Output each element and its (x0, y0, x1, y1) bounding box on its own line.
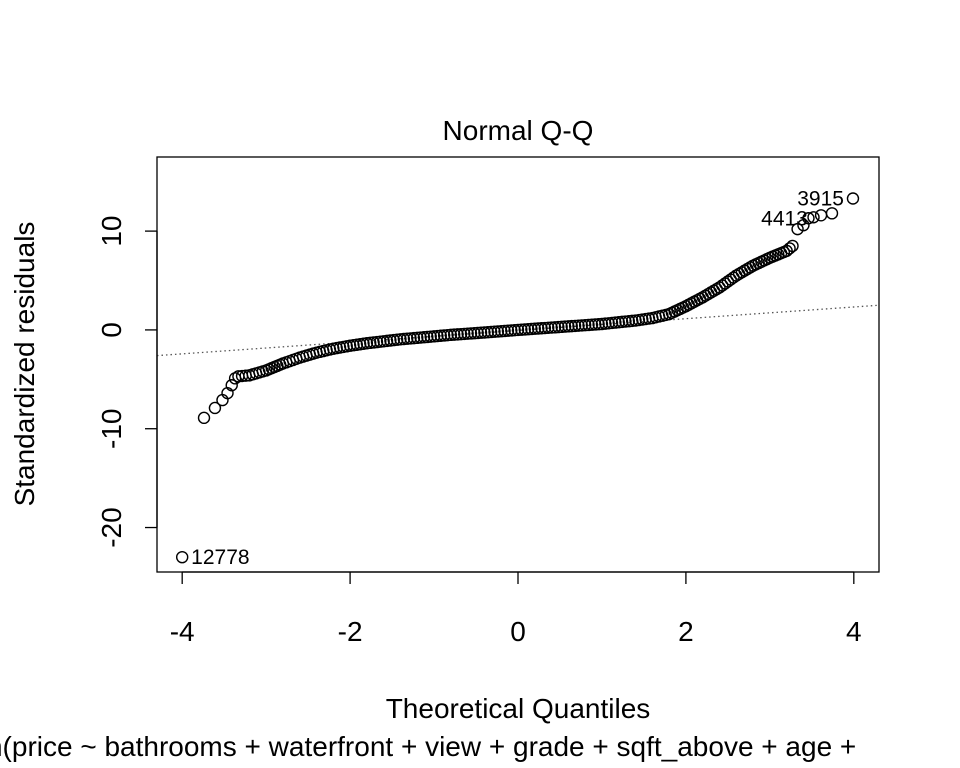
data-point (484, 325, 498, 339)
data-point (451, 328, 464, 341)
data-point (448, 328, 461, 341)
data-point (508, 323, 521, 337)
y-tick-label: 0 (96, 322, 127, 338)
y-axis-label: Standardized residuals (9, 222, 40, 507)
data-point (478, 326, 491, 339)
data-point (521, 323, 535, 336)
data-point (589, 318, 602, 331)
data-point (491, 325, 505, 338)
x-tick-label: -2 (338, 616, 363, 647)
data-point (572, 319, 585, 332)
reference-line-layer (156, 304, 880, 357)
points-layer (175, 192, 860, 564)
data-point (525, 322, 538, 336)
data-point (562, 320, 575, 333)
data-point (474, 326, 488, 339)
point-label: 4413 (761, 207, 808, 230)
qq-reference-line (156, 304, 880, 357)
data-point (498, 324, 511, 338)
y-tick-label: -10 (96, 408, 127, 448)
model-formula-subtitle: lm(price ~ bathrooms + waterfront + view… (0, 731, 856, 762)
data-point (783, 242, 796, 255)
data-point (555, 320, 568, 334)
data-point (548, 321, 562, 334)
data-point (528, 322, 541, 335)
data-point (814, 209, 828, 222)
data-point (454, 327, 468, 341)
data-point (471, 326, 484, 340)
data-point (464, 327, 478, 340)
data-point (225, 379, 238, 392)
data-point (197, 411, 211, 425)
data-point (518, 323, 531, 336)
data-point (558, 320, 572, 333)
data-point (458, 327, 471, 341)
data-point (175, 550, 189, 564)
data-point (511, 323, 525, 337)
x-tick-label: 2 (678, 616, 694, 647)
data-point (582, 318, 595, 332)
x-axis: -4 -2 0 2 4 (170, 571, 862, 647)
data-point (552, 320, 565, 334)
data-point (802, 212, 815, 225)
point-label: 3915 (797, 188, 844, 211)
data-point (575, 319, 588, 332)
data-point (545, 321, 558, 334)
y-axis: -20 -10 0 10 (96, 216, 158, 548)
y-tick-label: 10 (96, 216, 127, 247)
data-point (538, 321, 552, 335)
data-point (592, 318, 605, 331)
data-point (481, 326, 494, 339)
data-point (825, 207, 839, 220)
data-point (568, 319, 582, 333)
data-point (444, 328, 458, 342)
x-tick-label: 4 (846, 616, 862, 647)
data-point (565, 319, 578, 333)
chart-title: Normal Q-Q (443, 115, 594, 146)
data-point (495, 325, 508, 338)
data-point (535, 322, 548, 335)
x-axis-label: Theoretical Quantiles (386, 693, 651, 724)
data-point (807, 211, 820, 224)
y-tick-label: -20 (96, 507, 127, 547)
point-label: 12778 (191, 546, 249, 569)
x-tick-label: 0 (510, 616, 526, 647)
data-point (585, 318, 599, 331)
data-point (468, 327, 481, 340)
x-tick-label: -4 (170, 616, 195, 647)
data-point (501, 324, 515, 337)
data-point (786, 239, 799, 253)
data-point (461, 327, 474, 340)
data-point (542, 321, 555, 334)
data-point (531, 322, 545, 335)
data-point (488, 325, 501, 338)
data-point (515, 323, 528, 336)
data-point (505, 324, 518, 337)
data-point (846, 192, 860, 205)
data-point (208, 401, 222, 415)
data-point (578, 318, 592, 332)
